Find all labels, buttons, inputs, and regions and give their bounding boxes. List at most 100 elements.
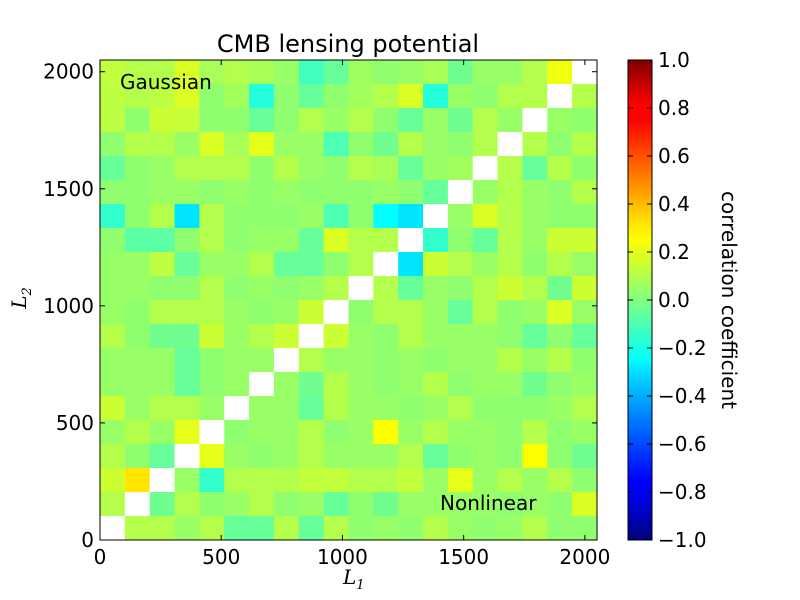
heatmap-cell — [522, 252, 548, 277]
heatmap-cell — [472, 420, 498, 445]
heatmap-cell — [522, 468, 548, 493]
heatmap-cell — [447, 204, 474, 229]
heatmap-cell — [373, 60, 399, 85]
heatmap-cell — [572, 348, 598, 373]
heatmap-cell — [547, 228, 573, 253]
heatmap-cell — [373, 324, 399, 349]
heatmap-cell — [373, 516, 399, 541]
heatmap-cell — [100, 132, 126, 157]
heatmap-cell — [100, 300, 126, 325]
heatmap-cell — [497, 276, 523, 301]
heatmap-cell — [547, 252, 573, 277]
heatmap-cell — [100, 156, 126, 181]
heatmap-cell — [149, 348, 175, 373]
heatmap-cell — [249, 108, 275, 133]
heatmap-cell — [174, 492, 200, 517]
heatmap-cell — [497, 516, 523, 541]
heatmap-cell — [124, 444, 151, 469]
heatmap-cell — [224, 228, 250, 253]
colorbar-tick-label: 0.6 — [658, 144, 690, 168]
heatmap-cell — [100, 108, 126, 133]
heatmap-cell — [224, 132, 250, 157]
heatmap-cell — [472, 204, 498, 229]
heatmap-cell — [249, 516, 275, 541]
heatmap-cell — [447, 156, 474, 181]
x-tick-label: 1000 — [317, 545, 368, 569]
heatmap-cell — [447, 348, 474, 373]
heatmap-cell — [472, 132, 498, 157]
heatmap-cell — [124, 60, 151, 85]
colorbar-tick-label: 0.4 — [658, 192, 690, 216]
heatmap-cell — [522, 444, 548, 469]
heatmap-cell — [298, 180, 325, 205]
heatmap-cell — [273, 396, 300, 421]
heatmap-cell — [572, 228, 598, 253]
heatmap-cell — [572, 108, 598, 133]
heatmap-cell — [547, 60, 573, 85]
heatmap-cell — [249, 372, 275, 397]
heatmap-cell — [423, 108, 449, 133]
heatmap-cell — [273, 228, 300, 253]
heatmap-cell — [100, 252, 126, 277]
heatmap-cell — [547, 516, 573, 541]
heatmap-cell — [174, 60, 200, 85]
heatmap-cell — [273, 324, 300, 349]
heatmap-cell — [224, 276, 250, 301]
heatmap-cell — [572, 300, 598, 325]
heatmap-cell — [348, 108, 374, 133]
heatmap-cell — [423, 228, 449, 253]
heatmap-cell — [472, 468, 498, 493]
heatmap-cell — [348, 132, 374, 157]
heatmap-cell — [323, 156, 349, 181]
heatmap-cell — [423, 180, 449, 205]
heatmap-cell — [497, 132, 523, 157]
heatmap-cell — [249, 348, 275, 373]
heatmap-cell — [348, 492, 374, 517]
heatmap-cell — [273, 276, 300, 301]
heatmap-cell — [373, 204, 399, 229]
heatmap-cell — [447, 60, 474, 85]
heatmap-cell — [547, 396, 573, 421]
heatmap-cell — [373, 228, 399, 253]
heatmap-cell — [348, 348, 374, 373]
heatmap-cell — [273, 204, 300, 229]
heatmap-cell — [100, 420, 126, 445]
heatmap-cell — [149, 324, 175, 349]
heatmap-cell — [199, 108, 225, 133]
colorbar-label: correlation coefficient — [717, 191, 741, 409]
heatmap-cell — [124, 156, 151, 181]
heatmap-cell — [472, 252, 498, 277]
heatmap-cell — [323, 228, 349, 253]
heatmap-cell — [174, 396, 200, 421]
heatmap-cell — [547, 372, 573, 397]
heatmap-cell — [323, 108, 349, 133]
heatmap-cell — [124, 516, 151, 541]
heatmap-cell — [323, 84, 349, 109]
colorbar-tick-label: −0.6 — [658, 432, 707, 456]
heatmap-cell — [472, 156, 498, 181]
heatmap-cell — [149, 180, 175, 205]
heatmap-cell — [224, 156, 250, 181]
heatmap-cell — [174, 156, 200, 181]
heatmap-cell — [149, 468, 175, 493]
heatmap-cell — [522, 132, 548, 157]
heatmap-cell — [522, 420, 548, 445]
heatmap-cell — [249, 156, 275, 181]
heatmap-cell — [100, 324, 126, 349]
heatmap-cell — [547, 348, 573, 373]
heatmap-cell — [124, 372, 151, 397]
heatmap-cell — [199, 444, 225, 469]
heatmap-cell — [224, 180, 250, 205]
heatmap-cell — [124, 204, 151, 229]
colorbar-tick-label: −0.4 — [658, 384, 707, 408]
heatmap-cell — [149, 156, 175, 181]
heatmap-cell — [249, 180, 275, 205]
heatmap-cell — [323, 468, 349, 493]
heatmap-cell — [124, 84, 151, 109]
heatmap-cell — [547, 300, 573, 325]
heatmap-cell — [149, 420, 175, 445]
heatmap-cell — [273, 420, 300, 445]
heatmap-cell — [323, 204, 349, 229]
heatmap-cell — [547, 180, 573, 205]
heatmap-cell — [348, 324, 374, 349]
